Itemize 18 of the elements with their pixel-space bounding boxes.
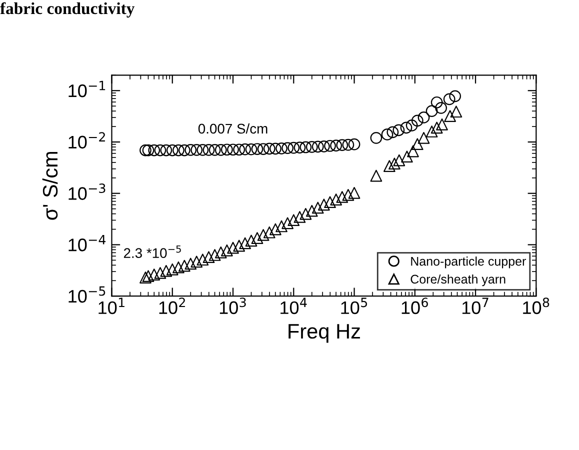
annotation: 0.007 S/cm <box>198 123 268 134</box>
annotation: 2.3 *10$^{−5}$ <box>124 245 181 258</box>
x-axis-title: Freq Hz <box>288 324 360 343</box>
y-tick-label: 10$^{−3}$ <box>68 183 106 200</box>
x-tick-label: 10$^{3}$ <box>220 298 246 314</box>
x-tick-label: 10$^{5}$ <box>341 298 368 314</box>
y-tick-label: 10$^{−2}$ <box>68 132 105 149</box>
legend-label: Nano-particle cupper <box>411 256 526 268</box>
chart-title: fabric conductivity <box>0 2 135 18</box>
legend-label: Core/sheath yarn <box>410 274 506 286</box>
x-tick-label: 10$^{7}$ <box>462 298 488 314</box>
y-axis-title: σ' S/cm <box>42 152 58 220</box>
x-tick-label: 10$^{8}$ <box>523 298 550 314</box>
y-tick-label: 10$^{−1}$ <box>68 80 106 98</box>
x-tick-label: 10$^{4}$ <box>280 298 307 314</box>
x-tick-label: 10$^{2}$ <box>159 298 185 314</box>
x-tick-label: 10$^{6}$ <box>402 298 428 314</box>
y-tick-label: 10$^{−4}$ <box>68 235 106 252</box>
